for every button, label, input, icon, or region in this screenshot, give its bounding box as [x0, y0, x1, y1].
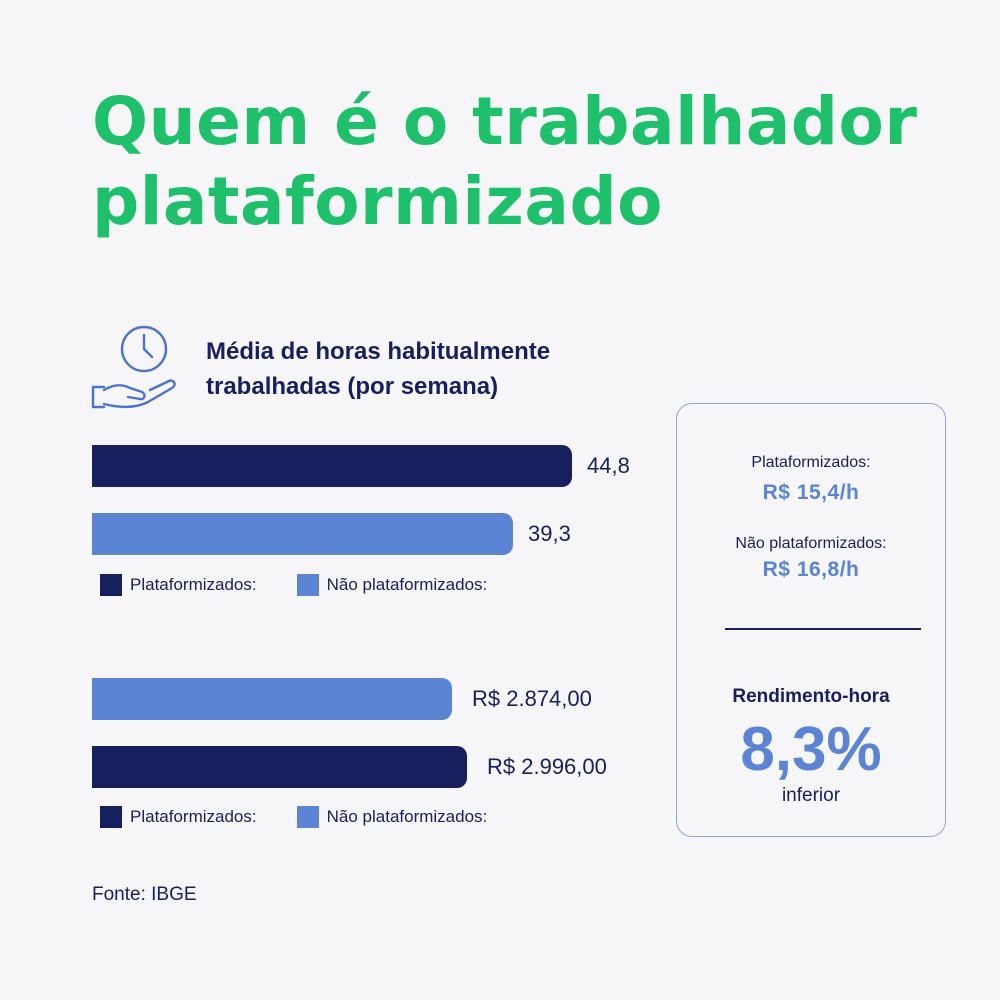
card-plataformizados-value: R$ 15,4/h [762, 481, 860, 504]
source-note: Fonte: IBGE [92, 884, 197, 905]
legend-item-nao-plataformizados: Não plataformizados: [296, 806, 488, 828]
legend-item-plataformizados: Plataformizados: [100, 806, 257, 828]
rendimento-hora-value: 8,3% [740, 715, 882, 784]
bar-plataformizados [92, 746, 467, 788]
bar-nao-plataformizados [92, 513, 513, 555]
bar-plataformizados [92, 445, 572, 487]
chart-legend-hours: Plataformizados: Não plataformizados: [100, 574, 487, 596]
legend-item-plataformizados: Plataformizados: [100, 574, 257, 596]
legend-swatch-plataformizados [100, 806, 122, 828]
legend-swatch-nao-plataformizados [296, 574, 319, 596]
bar-nao-plataformizados [92, 678, 452, 720]
legend-swatch-nao-plataformizados [296, 806, 319, 828]
bar-value-label: 44,8 [587, 453, 630, 478]
chart-legend-income: Plataformizados: Não plataformizados: [100, 806, 487, 828]
bar-value-label: 39,3 [528, 521, 571, 546]
legend-item-nao-plataformizados: Não plataformizados: [296, 574, 488, 596]
hourly-income-card: Plataformizados: R$ 15,4/h Não plataform… [676, 403, 946, 837]
card-nao-plataformizados-label: Não plataformizados: [735, 535, 887, 552]
legend-label-nao-plataformizados: Não plataformizados: [326, 807, 488, 826]
legend-label-plataformizados: Plataformizados: [130, 807, 257, 826]
legend-label-plataformizados: Plataformizados: [130, 575, 257, 594]
rendimento-hora-label: Rendimento-hora [732, 686, 890, 707]
page-title: Quem é o trabalhador plataformizado [92, 83, 918, 240]
card-nao-plataformizados-value: R$ 16,8/h [762, 558, 860, 581]
card-plataformizados-label: Plataformizados: [751, 454, 871, 471]
rendimento-hora-sub: inferior [781, 785, 841, 806]
clock-in-hand-icon [91, 325, 176, 409]
legend-swatch-plataformizados [100, 574, 122, 596]
legend-label-nao-plataformizados: Não plataformizados: [326, 575, 488, 594]
card-divider [725, 628, 921, 630]
bar-value-label: R$ 2.996,00 [487, 754, 607, 779]
bar-value-label: R$ 2.874,00 [472, 686, 592, 711]
chart-section-title: Média de horas habitualmente trabalhadas… [206, 338, 551, 400]
